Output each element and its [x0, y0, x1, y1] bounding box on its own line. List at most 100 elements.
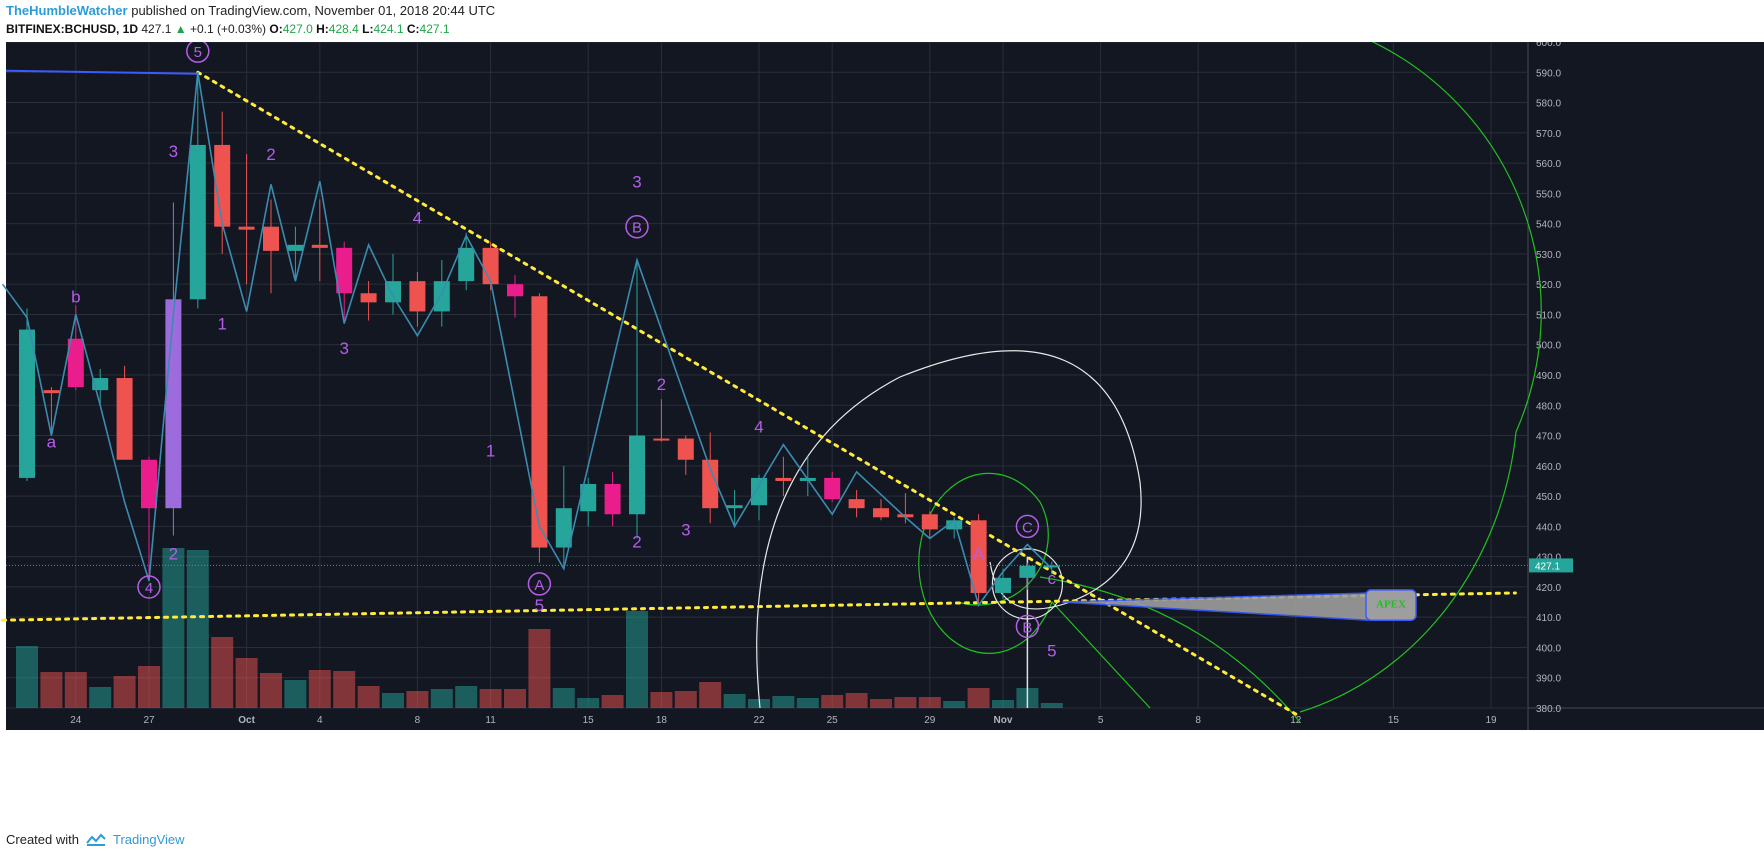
candle-body — [433, 281, 450, 312]
volume-bar — [845, 693, 868, 708]
volume-bar — [918, 697, 941, 708]
publish-line: TheHumbleWatcher published on TradingVie… — [6, 2, 495, 20]
wave-label: 5 — [1047, 642, 1056, 661]
x-tick-label: 8 — [1195, 715, 1201, 726]
volume-bar — [894, 697, 917, 708]
x-tick-label: 27 — [143, 715, 155, 726]
wave-label: 3 — [632, 172, 641, 191]
y-tick-label: 420.0 — [1536, 583, 1561, 594]
price-chart[interactable]: 600.0 590.0 580.0 570.0 560.0 550.0 540.0 530.0… — [0, 42, 1764, 822]
volume-bar — [430, 689, 453, 708]
candle-body — [555, 508, 572, 548]
candle-body — [19, 329, 35, 478]
candle-body — [531, 296, 548, 548]
last-price: 427.1 — [141, 22, 172, 36]
x-tick-label: 18 — [656, 715, 668, 726]
candle-body — [580, 483, 597, 512]
fib-spiral-green-inner — [918, 472, 1151, 709]
candle-body — [214, 144, 231, 227]
footer: Created with TradingView — [6, 832, 185, 847]
x-tick-label: 19 — [1485, 715, 1497, 726]
volume-bar — [162, 548, 185, 708]
ohlc-line: BITFINEX:BCHUSD, 1D 427.1 ▲ +0.1 (+0.03%… — [6, 20, 495, 38]
wave-label-circle — [1015, 614, 1040, 639]
volume-bar — [723, 694, 746, 708]
volume-bar — [333, 671, 356, 708]
candle-body — [458, 247, 475, 282]
volume-bar — [211, 637, 234, 708]
y-tick-label: 560.0 — [1536, 159, 1561, 170]
change-up-icon: ▲ — [174, 22, 187, 36]
volume-bar — [16, 646, 38, 708]
volume-bar — [186, 550, 209, 708]
volume-bar — [772, 696, 795, 708]
wave-label: 1 — [217, 315, 226, 334]
candle-body — [165, 299, 182, 509]
candle-body — [629, 435, 645, 515]
volume-bar — [674, 691, 697, 708]
tradingview-brand-link[interactable]: TradingView — [112, 832, 185, 847]
candle-body — [409, 281, 426, 312]
wave-label: b — [71, 287, 80, 306]
y-tick-label: 380.0 — [1536, 704, 1561, 715]
candle-body — [946, 520, 963, 530]
candle-body — [677, 438, 694, 460]
y-tick-label: 500.0 — [1536, 341, 1561, 352]
y-tick-label: 600.0 — [1536, 42, 1561, 49]
volume-bar — [40, 672, 63, 708]
price-axis-background — [1528, 42, 1764, 708]
volume-bar — [699, 682, 722, 708]
wave-label: 1 — [486, 442, 495, 461]
wave-label: 4 — [413, 209, 422, 228]
time-axis-background — [6, 708, 1764, 730]
candle-body — [726, 505, 743, 509]
volume-bar — [601, 695, 624, 708]
wave-label-circle — [137, 575, 161, 599]
high-label: H: — [316, 22, 329, 36]
fib-spiral-green-outer — [1299, 42, 1542, 713]
wave-label: 2 — [632, 533, 641, 552]
y-tick-label: 570.0 — [1536, 129, 1561, 140]
y-tick-label: 400.0 — [1536, 643, 1561, 654]
close-value: 427.1 — [419, 22, 450, 36]
wave-label: 3 — [681, 520, 690, 539]
wave-label: C — [1022, 519, 1033, 536]
wave-label: B — [632, 220, 642, 237]
x-tick-label: 15 — [583, 715, 595, 726]
candle-body — [604, 483, 621, 515]
candle-body — [116, 378, 133, 460]
volume-bar — [577, 698, 600, 708]
elliott-wave-path — [1, 72, 1053, 607]
close-label: C: — [406, 22, 420, 36]
x-tick-label: Nov — [994, 715, 1013, 726]
candle-body — [848, 499, 865, 509]
candle-body — [873, 508, 889, 518]
wave-label: 5 — [194, 44, 202, 61]
y-tick-label: 520.0 — [1536, 280, 1561, 291]
wave-label: c — [1048, 569, 1057, 588]
blue-ray-line — [5, 69, 198, 75]
candle-body — [67, 338, 84, 388]
author-link[interactable]: TheHumbleWatcher — [6, 3, 128, 18]
wave-label: A — [534, 577, 544, 594]
low-value: 424.1 — [373, 22, 404, 36]
y-tick-label: 430.0 — [1536, 553, 1561, 564]
volume-bar — [455, 686, 478, 708]
y-tick-label: 550.0 — [1536, 189, 1561, 200]
volume-bar — [260, 673, 282, 708]
y-tick-label: 450.0 — [1536, 492, 1561, 503]
candle-body — [751, 477, 767, 506]
candle-body — [653, 438, 670, 441]
volume-bar — [479, 689, 502, 708]
symbol-label: BITFINEX:BCHUSD, 1D — [6, 22, 139, 36]
wave-label: 3 — [169, 142, 178, 161]
x-tick-label: 12 — [1290, 715, 1302, 726]
wave-label-circle — [1015, 514, 1040, 539]
volume-bar — [870, 699, 892, 708]
x-tick-label: 5 — [1098, 715, 1104, 726]
wave-label: A — [973, 545, 985, 564]
y-tick-label: 490.0 — [1536, 371, 1561, 382]
y-tick-label: 410.0 — [1536, 613, 1561, 624]
candle-body — [360, 293, 377, 303]
volume-bar — [943, 701, 966, 708]
